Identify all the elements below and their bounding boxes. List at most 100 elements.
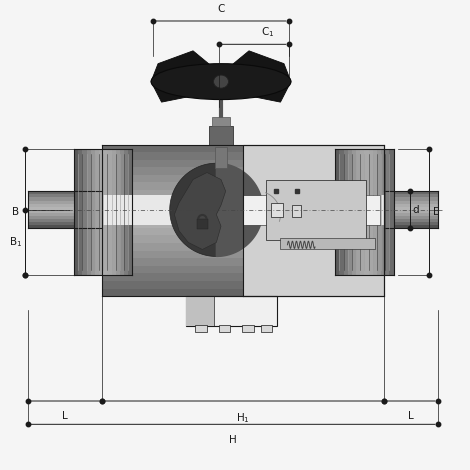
Bar [102,243,243,251]
Polygon shape [170,163,216,257]
Bar [28,213,102,216]
Bar [120,149,124,275]
Bar [28,216,102,219]
Bar [196,325,207,332]
Bar [219,325,230,332]
Bar [28,204,102,207]
Bar [186,296,214,326]
Bar [389,149,393,275]
Bar [215,147,227,168]
Bar [384,194,438,197]
Bar [384,204,438,207]
Bar [28,219,102,222]
Bar [86,149,91,275]
Bar [381,149,385,275]
Bar [95,149,99,275]
Bar [384,216,438,219]
Bar [197,219,208,229]
Bar [364,149,368,275]
Bar [102,220,243,228]
Polygon shape [151,51,221,102]
Bar [242,325,254,332]
Bar [102,258,243,266]
Bar [368,149,373,275]
Bar [384,197,438,201]
Text: L: L [62,411,68,421]
Text: E: E [433,207,439,217]
Bar [102,145,243,152]
Polygon shape [174,172,226,250]
Text: H: H [229,435,236,445]
Bar [128,149,133,275]
Bar [102,175,243,182]
Bar [102,289,243,296]
Bar [360,149,364,275]
Bar [102,160,243,167]
Bar [384,222,438,226]
Bar [102,197,243,205]
Bar [384,201,438,204]
Text: d: d [412,205,419,215]
Bar [339,149,344,275]
Text: H$_1$: H$_1$ [236,411,250,425]
Text: B: B [12,207,19,217]
Bar [91,149,95,275]
Bar [28,197,102,201]
Bar [281,238,375,250]
Bar [82,149,86,275]
Bar [99,149,103,275]
Text: C$_1$: C$_1$ [261,25,274,39]
Bar [28,194,102,197]
Bar [356,149,360,275]
Bar [74,149,78,275]
Bar [102,281,243,289]
Bar [384,207,438,210]
Bar [385,149,389,275]
Bar [292,205,301,217]
Bar [102,182,243,190]
Bar [102,167,243,175]
Bar [116,149,120,275]
Bar [102,228,243,235]
Bar [124,149,128,275]
Bar [111,149,116,275]
Ellipse shape [151,63,291,100]
Text: C: C [217,4,225,14]
Bar [352,149,356,275]
Text: B$_1$: B$_1$ [9,235,23,250]
Bar [78,149,82,275]
Bar [102,213,243,220]
Bar [103,149,108,275]
Ellipse shape [213,75,228,88]
Bar [243,145,384,296]
Polygon shape [216,163,263,257]
Bar [384,219,438,222]
Bar [212,117,230,126]
Bar [261,325,272,332]
Bar [102,251,243,258]
Bar [271,203,283,217]
Bar [108,149,111,275]
Bar [186,296,277,326]
Bar [102,266,243,274]
Bar [335,149,339,275]
Bar [28,210,102,213]
Bar [102,152,243,160]
Text: L: L [408,411,414,421]
Bar [266,180,366,240]
Bar [28,226,102,228]
Bar [28,222,102,226]
Bar [28,191,102,194]
Bar [209,126,233,145]
Bar [243,195,380,225]
Bar [384,191,438,194]
Bar [384,226,438,228]
Bar [102,235,243,243]
Bar [384,213,438,216]
Bar [28,201,102,204]
Bar [102,205,243,213]
Bar [377,149,381,275]
Bar [384,210,438,213]
Bar [344,149,348,275]
Bar [102,190,243,197]
